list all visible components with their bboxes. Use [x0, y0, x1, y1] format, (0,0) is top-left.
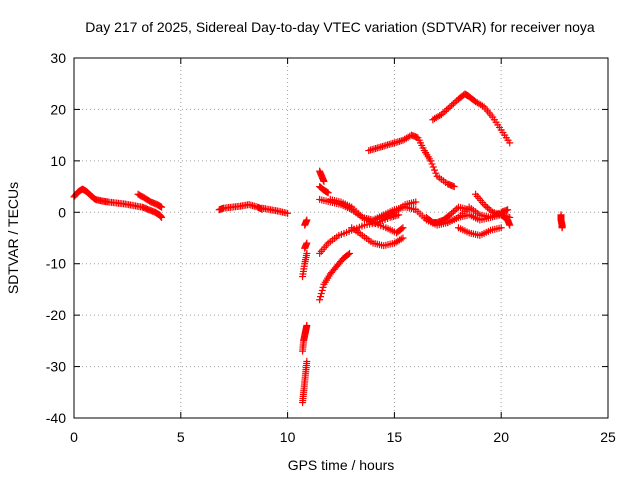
y-tick-label: 10 [50, 153, 66, 169]
data-point [449, 208, 457, 216]
data-point [303, 321, 311, 329]
data-point [506, 221, 514, 229]
data-point [319, 283, 327, 291]
data-point [399, 224, 407, 232]
data-point [437, 111, 445, 119]
data-point [439, 109, 447, 117]
series-arc-v [454, 224, 505, 239]
x-tick-label: 10 [280, 429, 296, 445]
data-point [506, 139, 514, 147]
data-point [284, 209, 292, 217]
series-arc-a [70, 185, 166, 221]
series-arc-c [215, 201, 266, 214]
data-point [429, 163, 437, 171]
data-point [485, 205, 493, 213]
series-arc-e [299, 357, 311, 407]
x-tick-label: 0 [70, 429, 78, 445]
series-arc-i [301, 216, 311, 229]
data-point [303, 249, 311, 257]
data-point [480, 201, 488, 209]
data-point [446, 211, 454, 219]
data-point [398, 225, 406, 233]
y-tick-label: 20 [50, 101, 66, 117]
data-point [158, 213, 166, 221]
data-point [451, 206, 459, 214]
x-tick-label: 20 [493, 429, 509, 445]
data-point [428, 160, 436, 168]
y-tick-label: -10 [46, 256, 66, 272]
series-arc-j [316, 249, 354, 304]
x-axis: 0 5 10 15 20 25 [70, 58, 616, 445]
data-point [303, 239, 311, 247]
data-point [432, 169, 440, 177]
data-point [158, 203, 166, 211]
data-point [449, 100, 457, 108]
y-axis-label: SDTVAR / TECUs [5, 182, 21, 294]
data-point [303, 216, 311, 224]
data-point [443, 106, 451, 114]
y-tick-label: -30 [46, 359, 66, 375]
series-arc-p [348, 224, 407, 250]
series-arc-m [316, 183, 332, 197]
y-tick-label: 0 [58, 204, 66, 220]
data-point [444, 104, 452, 112]
data-point [478, 102, 486, 110]
data-point [346, 249, 354, 257]
data-point [412, 198, 420, 206]
x-tick-label: 25 [600, 429, 616, 445]
x-tick-label: 15 [387, 429, 403, 445]
data-point [317, 290, 325, 298]
series-arc-h [301, 239, 311, 252]
series-arc-w [472, 190, 514, 221]
series-arc-d [258, 204, 292, 217]
data-point [497, 224, 505, 232]
data-point [450, 183, 458, 191]
data-point [448, 209, 456, 217]
data-point [448, 101, 456, 109]
y-axis: -40 -30 -20 -10 0 10 20 30 [46, 50, 608, 426]
data-point [316, 293, 324, 301]
data-point [431, 166, 439, 174]
series-arc-g [299, 249, 311, 281]
y-tick-label: -40 [46, 410, 66, 426]
chart-title: Day 217 of 2025, Sidereal Day-to-day VTE… [85, 19, 595, 35]
data-point [318, 286, 326, 294]
data-point [303, 357, 311, 365]
series-arc-f [299, 321, 311, 355]
y-tick-label: 30 [50, 50, 66, 66]
series-arc-y [557, 211, 566, 232]
series-arc-r [365, 131, 458, 191]
series-arc-u [444, 206, 512, 227]
plot-frame [73, 57, 609, 419]
data-point [427, 157, 435, 165]
data-point [504, 206, 512, 214]
data-points [70, 90, 566, 407]
data-point [397, 235, 405, 243]
grid-lines [74, 58, 608, 418]
series-arc-s [422, 203, 473, 227]
data-point [320, 177, 328, 185]
series-arc-t [429, 90, 514, 147]
series-arc-x [504, 216, 514, 229]
series-arc-q [358, 198, 420, 224]
y-tick-label: -20 [46, 307, 66, 323]
data-point [446, 103, 454, 111]
data-point [316, 296, 324, 304]
data-point [482, 202, 490, 210]
data-point [484, 204, 492, 212]
x-axis-label: GPS time / hours [288, 457, 395, 473]
data-point [344, 250, 352, 258]
data-point [441, 107, 449, 115]
data-point [451, 98, 459, 106]
series-arc-b [134, 190, 166, 211]
series-arc-l [316, 167, 328, 185]
data-point [453, 205, 461, 213]
data-point [324, 189, 332, 197]
data-point [558, 224, 566, 232]
data-point [399, 234, 407, 242]
x-tick-label: 5 [177, 429, 185, 445]
